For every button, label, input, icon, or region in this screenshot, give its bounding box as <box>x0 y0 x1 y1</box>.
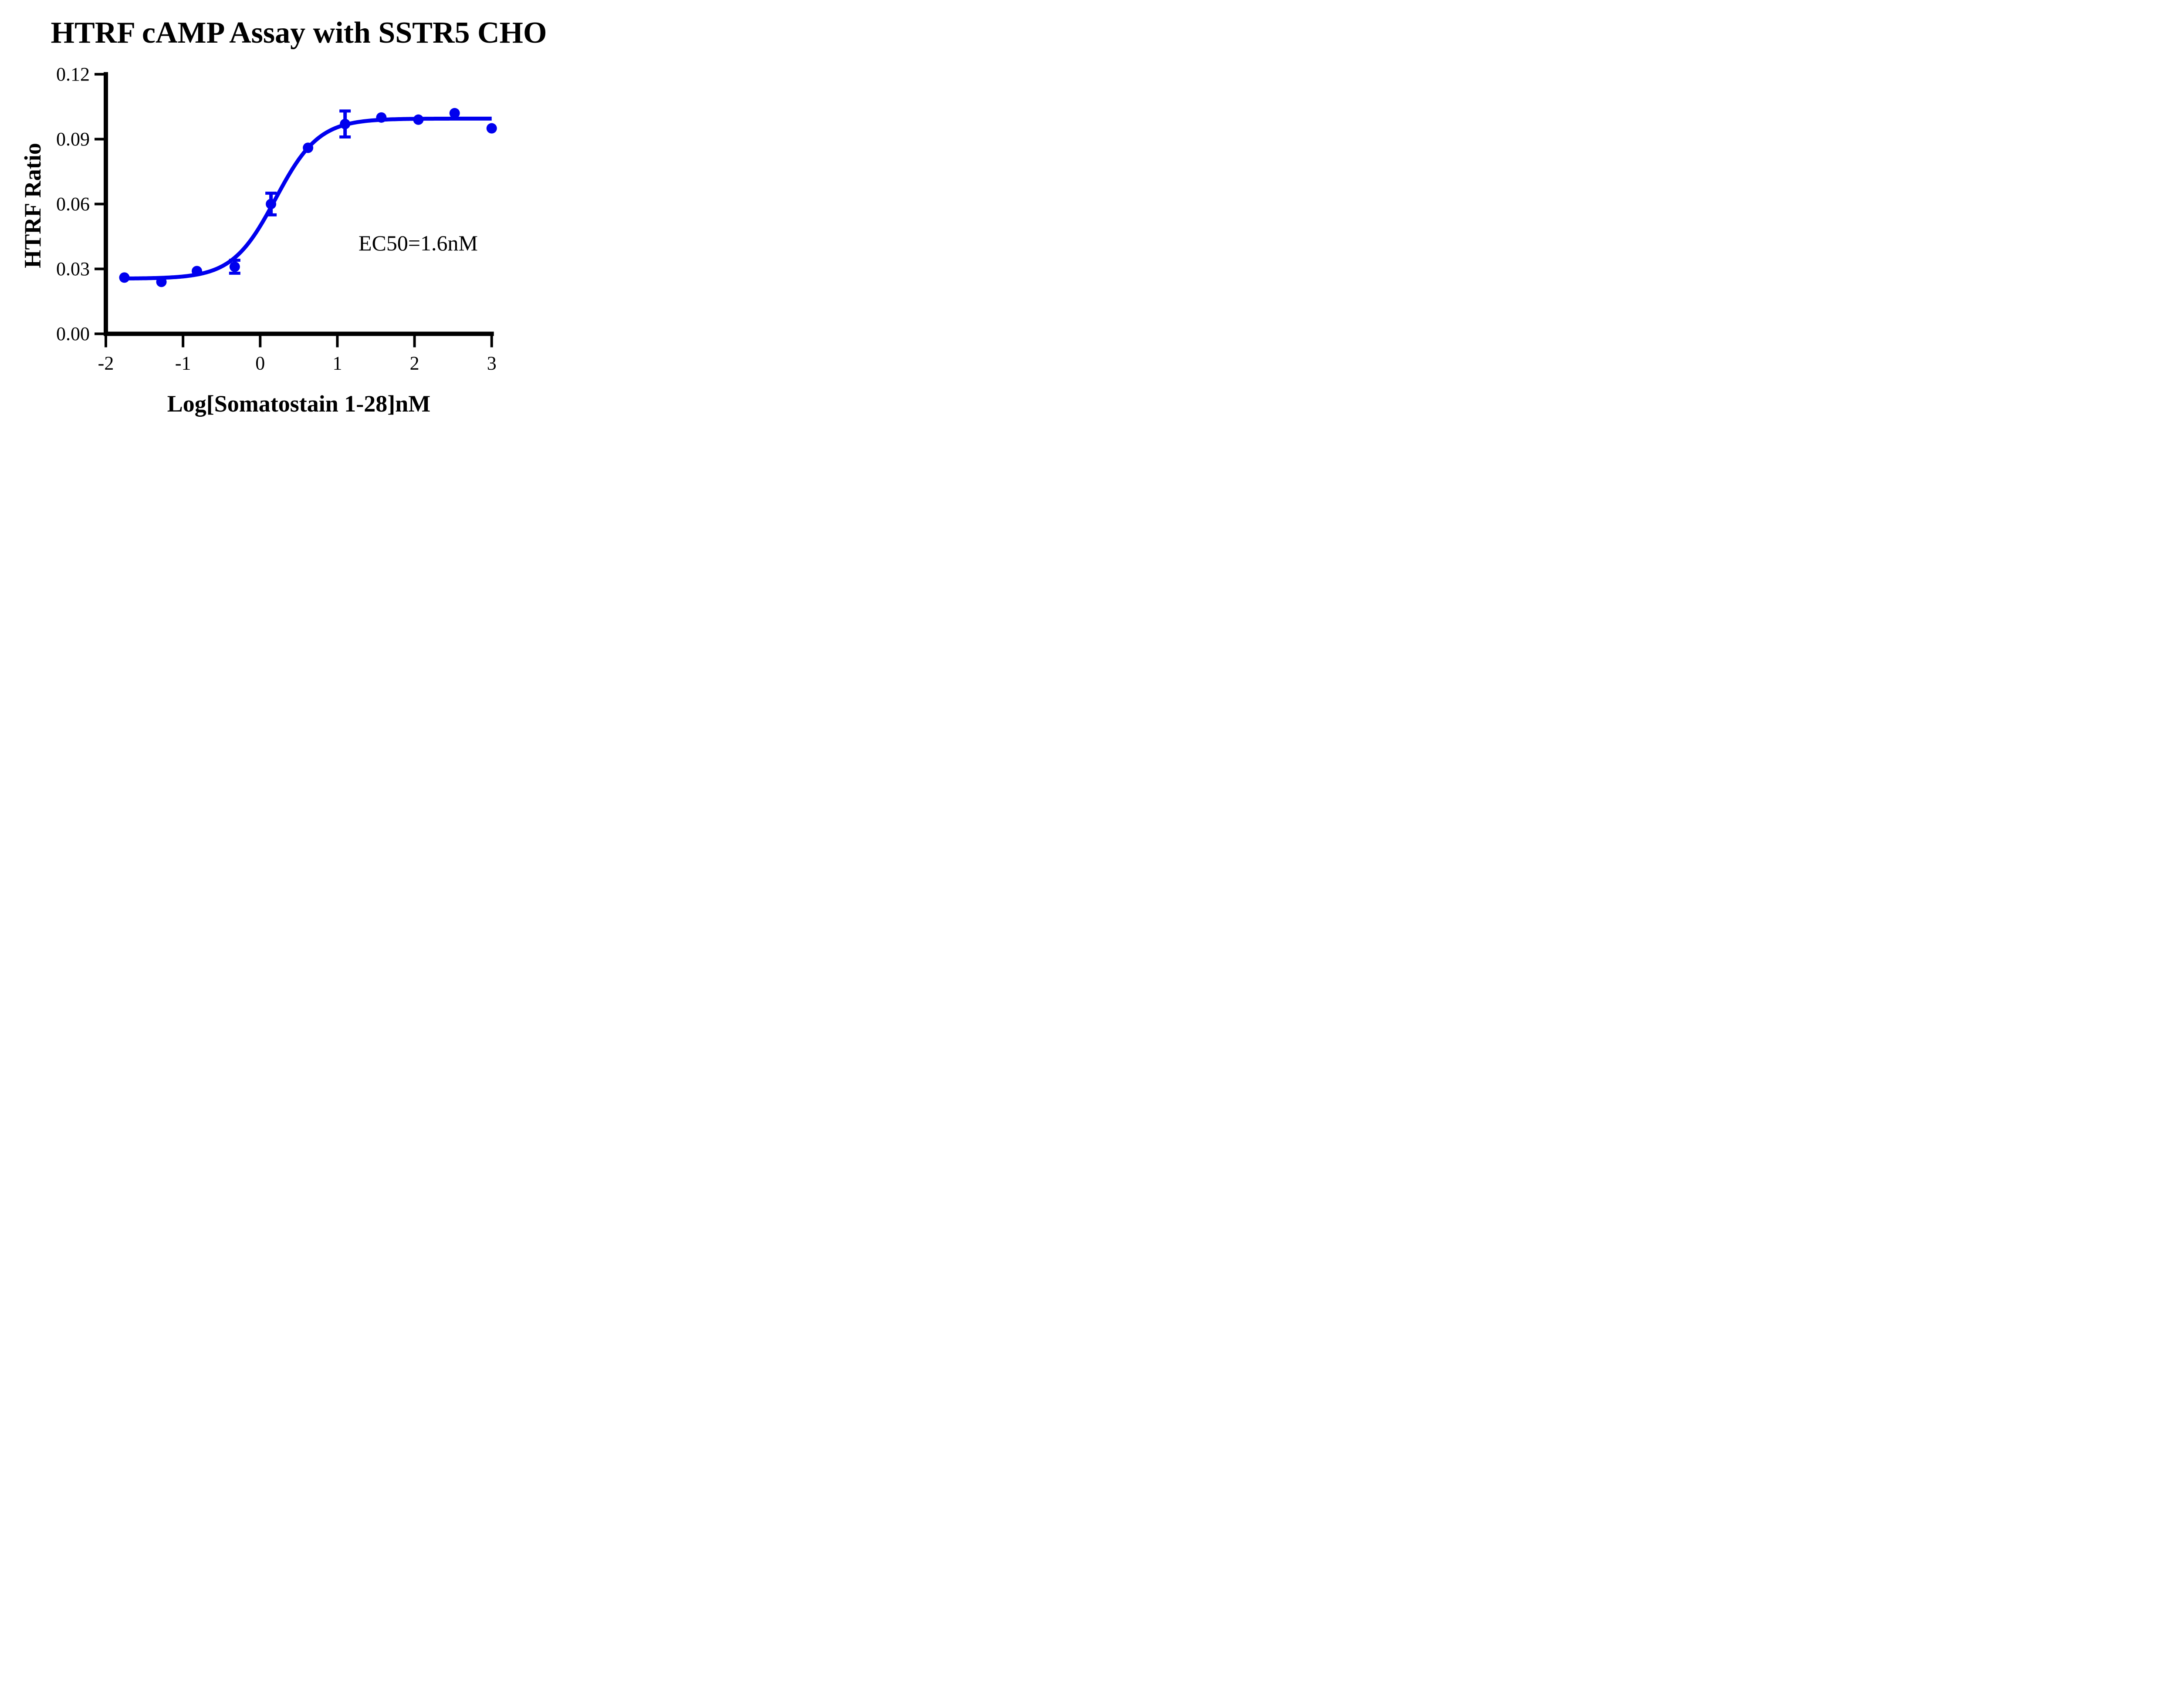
chart-figure: HTRF cAMP Assay with SSTR5 CHO HTRF Rati… <box>0 0 554 427</box>
data-point <box>376 112 387 123</box>
x-axis-title: Log[Somatostain 1-28]nM <box>167 391 431 417</box>
data-point <box>156 277 167 287</box>
chart-title: HTRF cAMP Assay with SSTR5 CHO <box>51 16 547 50</box>
data-point <box>229 261 240 272</box>
data-series <box>119 108 497 287</box>
ec50-annotation: EC50=1.6nM <box>358 231 478 255</box>
data-point <box>266 199 277 209</box>
data-point <box>449 108 460 118</box>
data-point <box>192 266 203 277</box>
y-tick-label: 0.00 <box>56 323 90 344</box>
x-tick-label: -2 <box>98 353 114 374</box>
y-axis-title: HTRF Ratio <box>20 143 46 268</box>
data-point <box>340 118 351 129</box>
data-point <box>303 142 314 153</box>
x-tick-label: 2 <box>410 353 419 374</box>
x-tick-label: 1 <box>332 353 342 374</box>
y-tick-label: 0.12 <box>56 64 90 85</box>
y-tick-label: 0.03 <box>56 258 90 280</box>
x-tick-label: -1 <box>175 353 191 374</box>
x-tick-label: 3 <box>487 353 497 374</box>
data-point <box>486 123 497 134</box>
chart-canvas: HTRF cAMP Assay with SSTR5 CHO HTRF Rati… <box>20 16 547 417</box>
data-point <box>119 272 130 283</box>
x-tick-label: 0 <box>255 353 265 374</box>
y-tick-label: 0.09 <box>56 128 90 150</box>
y-tick-label: 0.06 <box>56 193 90 215</box>
data-point <box>413 114 424 125</box>
axes: 0.00 0.03 0.06 0.09 0.12 -2 -1 0 1 2 3 <box>56 64 497 374</box>
